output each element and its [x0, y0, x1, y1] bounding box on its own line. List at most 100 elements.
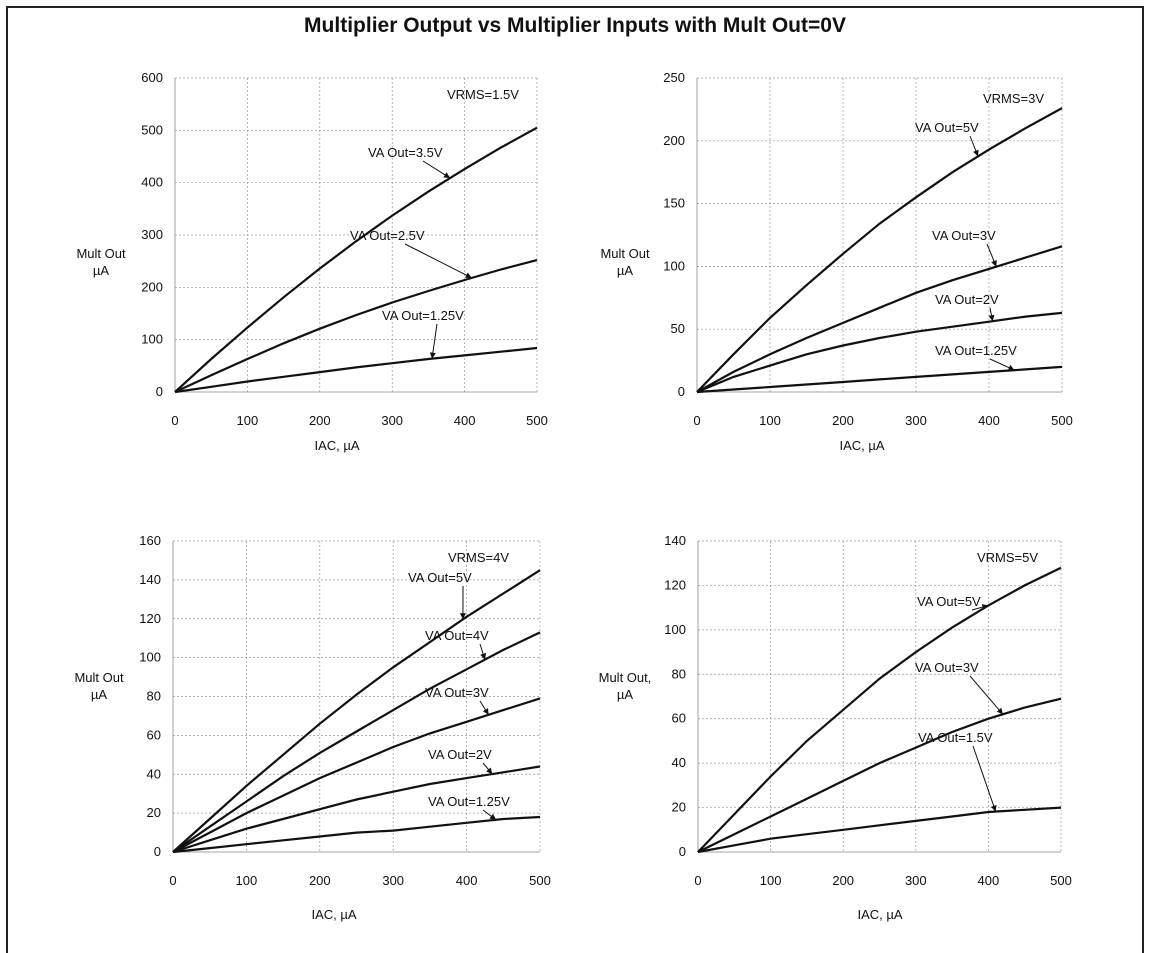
- x-tick-label: 200: [309, 413, 331, 428]
- chart-panel-4: 0 20 40 60 80 100 120 140 0 100 200 300 400 500 Mult O…: [599, 533, 1072, 922]
- x-tick-label: 300: [905, 873, 927, 888]
- series-label: VA Out=2V: [428, 747, 492, 762]
- vrms-annotation: VRMS=1.5V: [447, 87, 519, 102]
- series-label: VA Out=1.25V: [935, 343, 1017, 358]
- y-tick-label: 100: [664, 622, 686, 637]
- series-arrowhead: [973, 149, 979, 157]
- y-tick-label: 140: [139, 572, 161, 587]
- y-tick-label: 600: [141, 70, 163, 85]
- series-line-2: [172, 631, 541, 853]
- vrms-annotation: VRMS=3V: [983, 91, 1044, 106]
- series-arrowhead: [489, 813, 496, 820]
- x-tick-label: 100: [236, 873, 258, 888]
- chart-panel-1: 0 100 200 300 400 500 600 0 100 200 300 400 500 Mult …: [76, 70, 547, 453]
- series-label: VA Out=2V: [935, 292, 999, 307]
- x-axis-label: IAC, µA: [314, 438, 359, 453]
- y-tick-label: 300: [141, 227, 163, 242]
- figure-frame: [6, 6, 1144, 953]
- y-tick-label: 140: [664, 533, 686, 548]
- y-tick-label: 250: [663, 70, 685, 85]
- series-arrowhead: [988, 314, 995, 322]
- x-tick-label: 400: [978, 873, 1000, 888]
- series-arrowhead: [996, 707, 1003, 715]
- series-label: VA Out=3V: [425, 685, 489, 700]
- series-arrowhead: [1007, 364, 1015, 371]
- y-tick-label: 150: [663, 196, 685, 211]
- y-tick-label: 40: [672, 755, 686, 770]
- series-arrowhead: [465, 272, 472, 278]
- vrms-annotation: VRMS=4V: [448, 550, 509, 565]
- series-line-3: [174, 346, 538, 394]
- x-tick-label: 200: [309, 873, 331, 888]
- series-label: VA Out=3V: [915, 660, 979, 675]
- series-line-3: [697, 806, 1062, 854]
- series-label: VA Out=1.25V: [428, 794, 510, 809]
- series-line-1: [174, 126, 538, 393]
- y-tick-label: 100: [141, 332, 163, 347]
- y-tick-label: 20: [672, 800, 686, 815]
- x-tick-label: 0: [694, 873, 701, 888]
- series-line-3: [172, 697, 541, 853]
- series-label: VA Out=2.5V: [350, 228, 425, 243]
- chart-panel-3: 0 20 40 60 80 100 120 140 160 0 100 200 300 400 500 Mul…: [74, 533, 550, 922]
- series-label: VA Out=4V: [425, 628, 489, 643]
- y-tick-label: 0: [679, 844, 686, 859]
- x-tick-label: 400: [978, 413, 1000, 428]
- series-arrowhead: [486, 767, 493, 775]
- series-line-1: [696, 107, 1063, 393]
- series-leader: [972, 745, 997, 812]
- series-label: VA Out=5V: [408, 570, 472, 585]
- x-tick-label: 200: [832, 413, 854, 428]
- y-tick-label: 200: [663, 133, 685, 148]
- x-tick-label: 300: [905, 413, 927, 428]
- series-arrowhead: [482, 708, 489, 715]
- y-tick-label: 50: [671, 321, 685, 336]
- series-line-4: [696, 365, 1063, 394]
- series-arrowhead: [991, 260, 997, 267]
- x-tick-label: 400: [454, 413, 476, 428]
- y-tick-label: 80: [147, 689, 161, 704]
- x-tick-label: 0: [169, 873, 176, 888]
- y-tick-label: 80: [672, 666, 686, 681]
- series-arrowhead: [480, 652, 486, 660]
- x-tick-label: 200: [832, 873, 854, 888]
- x-tick-label: 0: [171, 413, 178, 428]
- series-line-1: [172, 569, 541, 853]
- x-axis-label: IAC, µA: [839, 438, 884, 453]
- series-line-1: [697, 566, 1062, 853]
- figure-title: Multiplier Output vs Multiplier Inputs w…: [304, 14, 846, 37]
- x-tick-label: 500: [1051, 413, 1073, 428]
- y-tick-label: 0: [154, 844, 161, 859]
- y-tick-label: 100: [663, 258, 685, 273]
- series-line-2: [696, 245, 1063, 393]
- x-tick-label: 0: [693, 413, 700, 428]
- series-arrowhead: [429, 352, 436, 359]
- y-axis-label: Mult Out, µA: [599, 670, 652, 702]
- y-tick-label: 60: [147, 727, 161, 742]
- series-arrowhead: [459, 613, 466, 620]
- x-tick-label: 500: [526, 413, 548, 428]
- vrms-annotation: VRMS=5V: [977, 550, 1038, 565]
- x-tick-label: 100: [759, 413, 781, 428]
- series-leader: [404, 243, 473, 279]
- y-tick-label: 400: [141, 175, 163, 190]
- y-axis-label: Mult Out µA: [74, 670, 124, 702]
- series-line-3: [696, 311, 1063, 394]
- series-label: VA Out=3V: [932, 228, 996, 243]
- series-line-2: [697, 697, 1062, 853]
- x-axis-label: IAC, µA: [857, 907, 902, 922]
- series-arrowhead: [981, 604, 989, 610]
- y-tick-label: 200: [141, 279, 163, 294]
- y-tick-label: 100: [139, 650, 161, 665]
- y-tick-label: 0: [678, 384, 685, 399]
- series-label: VA Out=1.5V: [918, 730, 993, 745]
- y-tick-label: 0: [156, 384, 163, 399]
- series-arrowhead: [990, 804, 997, 812]
- x-tick-label: 400: [456, 873, 478, 888]
- y-tick-label: 120: [139, 611, 161, 626]
- series-leader: [969, 675, 1004, 715]
- series-label: VA Out=5V: [917, 594, 981, 609]
- series-line-5: [172, 815, 541, 854]
- chart-panel-2: 0 50 100 150 200 250 0 100 200 300 400 500 Mult Out µ…: [600, 70, 1072, 453]
